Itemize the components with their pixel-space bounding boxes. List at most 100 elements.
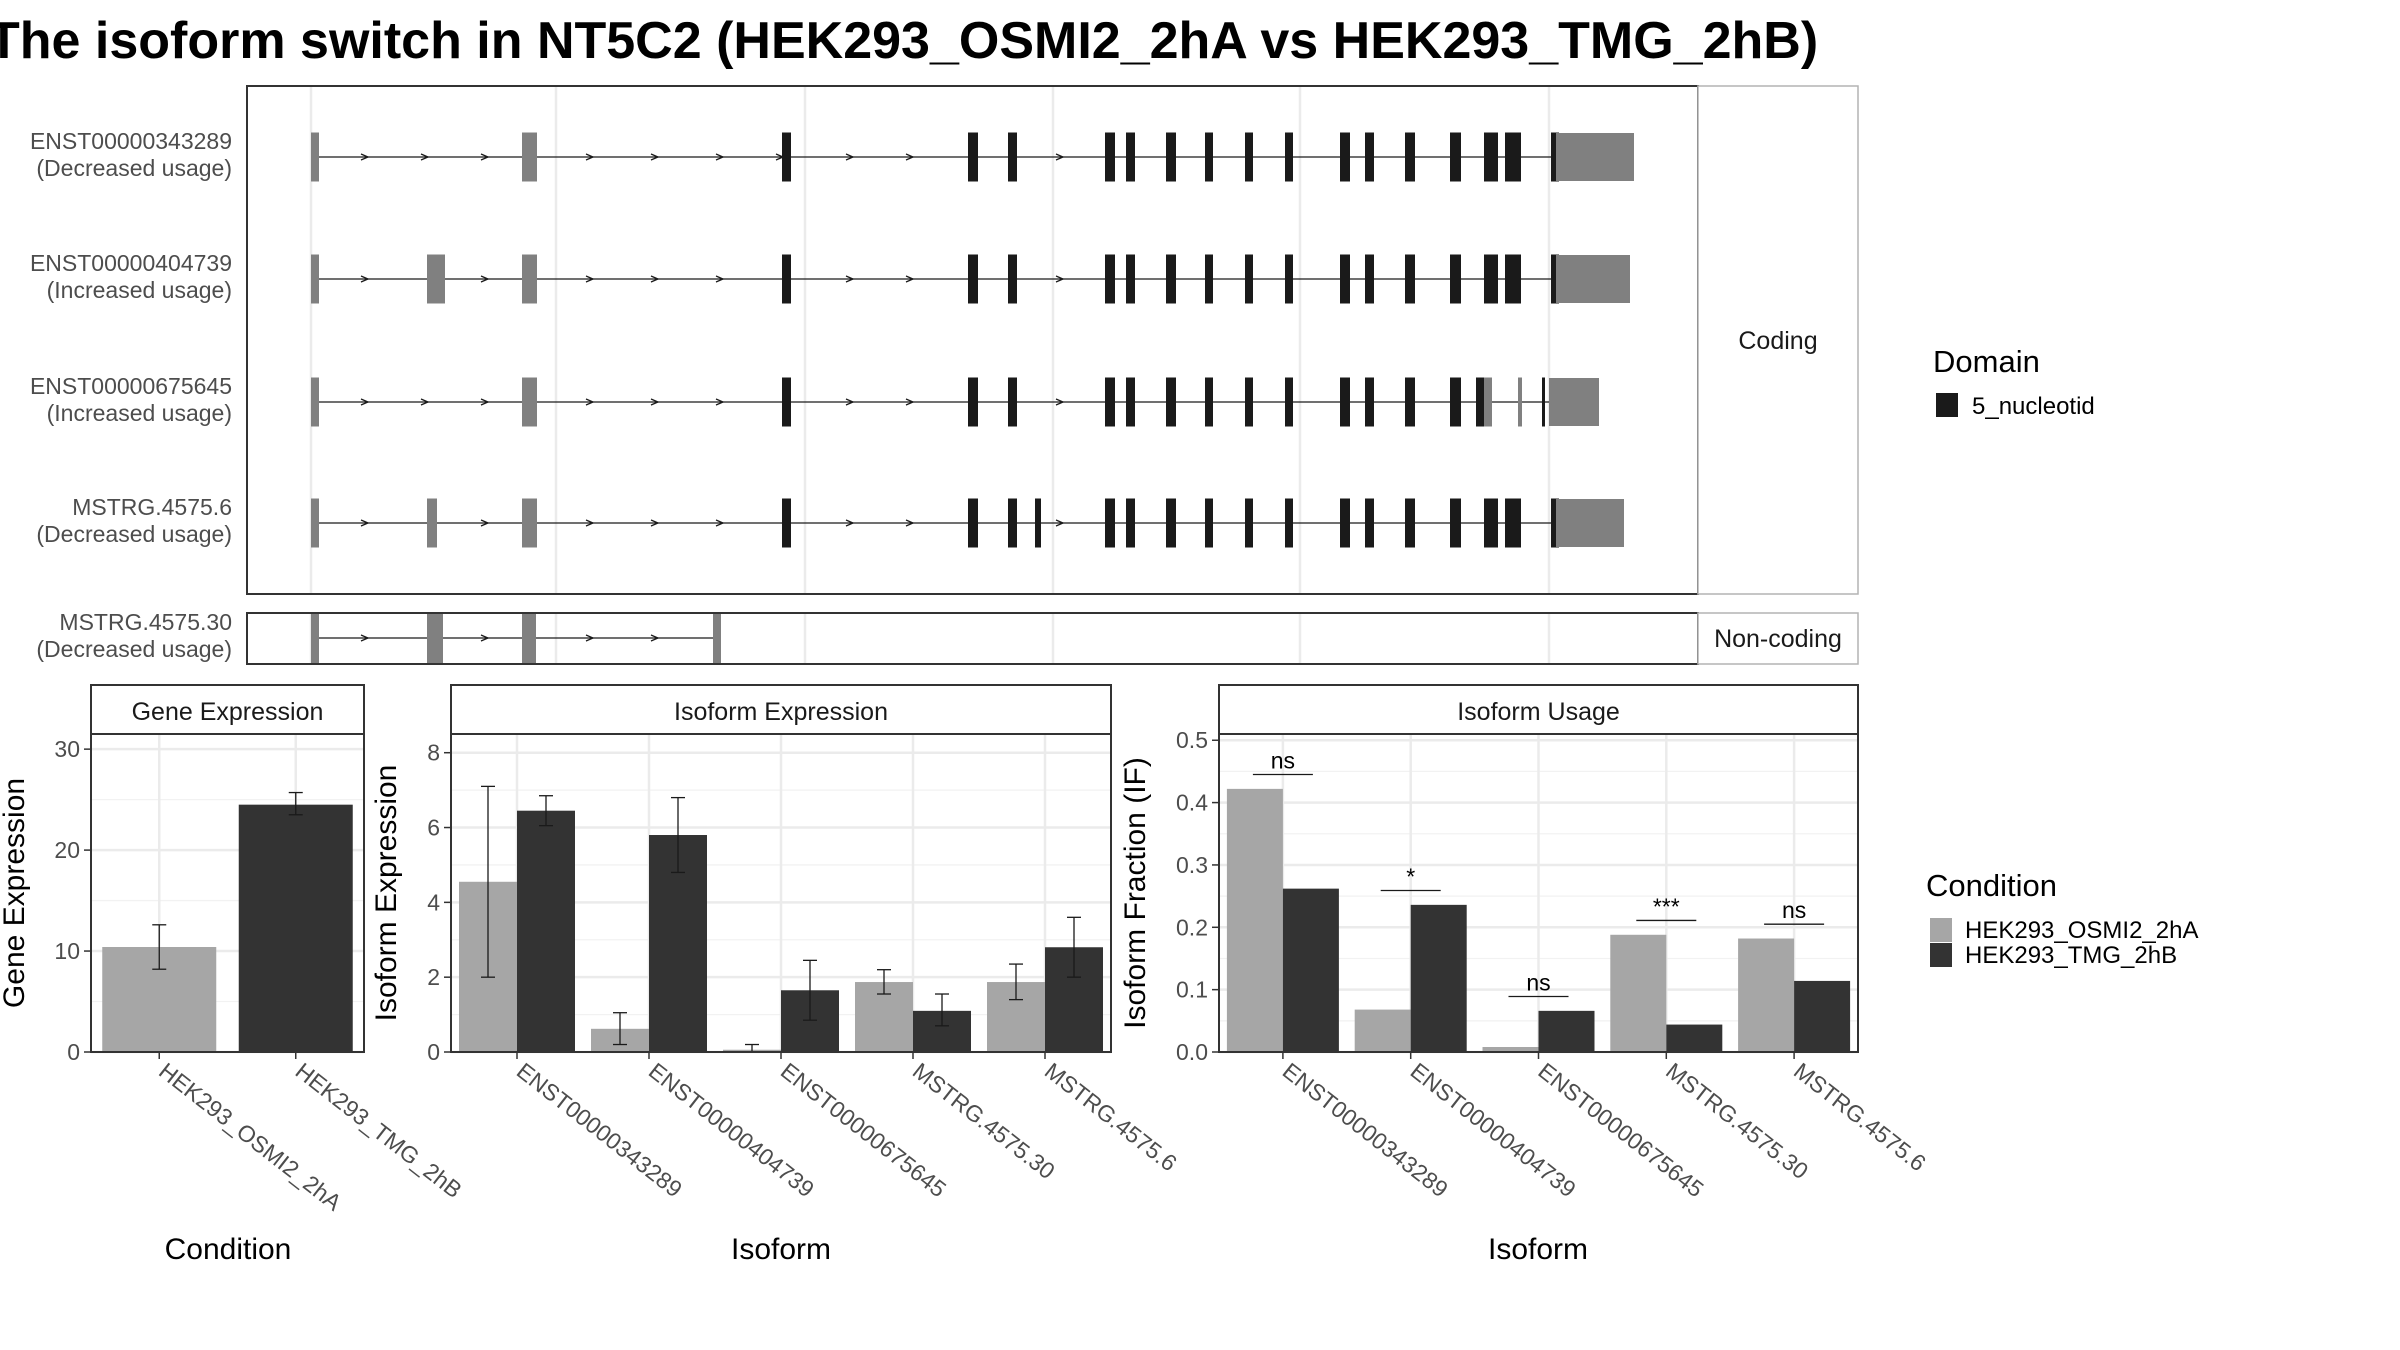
panel-2-ytick-label: 2: [427, 964, 440, 990]
transcript-enst00000404739-domain-exon: [1405, 254, 1415, 304]
transcript-mstrg-4575-6-domain-exon: [1105, 498, 1115, 548]
transcript-mstrg-4575-6-domain-exon: [1126, 498, 1135, 548]
transcript-enst00000343289-domain-exon: [1551, 132, 1559, 182]
transcript-mstrg-4575-6-domain-exon: [1008, 498, 1017, 548]
transcript-enst00000404739-direction-arrow: [360, 275, 370, 283]
panel-2-y-axis-title: Isoform Expression: [370, 765, 403, 1022]
transcript-enst00000343289-domain-exon: [1405, 132, 1415, 182]
transcript-mstrg-4575-6-direction-arrow: [905, 519, 915, 527]
transcript-enst00000343289-domain-exon: [1205, 132, 1213, 182]
transcript-mstrg-4575-6-3utr-exon: [1556, 499, 1624, 547]
panel-3-bar-osmi: [1482, 1047, 1539, 1052]
transcript-enst00000675645-3utr-exon: [1549, 378, 1599, 426]
transcript-enst00000404739-domain-exon: [1551, 254, 1559, 304]
noncoding-strip: [1697, 612, 1859, 665]
transcript-enst00000404739-domain-exon: [1126, 254, 1135, 304]
transcript-enst00000675645-utr-exon: [522, 377, 530, 427]
transcript-enst00000343289-direction-arrow: [650, 153, 660, 161]
transcript-enst00000343289-direction-arrow: [360, 153, 370, 161]
noncoding-strip-label: Non-coding: [1714, 625, 1842, 653]
transcript-mstrg-4575-6-domain-exon: [1285, 498, 1293, 548]
panel-2-strip-title: Isoform Expression: [674, 698, 888, 726]
transcript-enst00000404739-direction-arrow: [480, 275, 490, 283]
transcript-enst00000404739-3utr-exon: [1556, 255, 1630, 303]
transcript-enst00000404739-utr-exon: [528, 254, 537, 304]
transcript-enst00000404739-domain-exon: [1166, 254, 1176, 304]
transcript-enst00000675645-domain-exon: [1340, 377, 1350, 427]
panel-3-bar-osmi: [1226, 788, 1283, 1052]
transcript-enst00000343289-utr-exon: [528, 132, 537, 182]
panel-3-ytick-label: 0.5: [1176, 727, 1208, 753]
transcript-mstrg-4575-6-usage-label: (Decreased usage): [36, 521, 232, 547]
transcript-enst00000343289-domain-exon: [1105, 132, 1115, 182]
transcript-enst00000675645-direction-arrow: [905, 398, 915, 406]
transcript-enst00000675645-id-label: ENST00000675645: [30, 373, 232, 399]
transcript-enst00000675645-direction-arrow: [360, 398, 370, 406]
panel-2-bar-tmg: [517, 810, 575, 1052]
panel-3-y-axis-title: Isoform Fraction (IF): [1119, 757, 1152, 1029]
panel-3-bar-osmi: [1354, 1009, 1411, 1052]
transcript-mstrg-4575-30-direction-arrow: [480, 634, 490, 642]
transcript-enst00000675645-domain-exon: [1126, 377, 1135, 427]
transcript-enst00000675645-direction-arrow: [420, 398, 430, 406]
transcript-enst00000343289-domain-exon: [1340, 132, 1350, 182]
transcript-structure-plot: ENST00000343289(Decreased usage)ENST0000…: [30, 85, 1859, 665]
panel-1-strip-title: Gene Expression: [132, 698, 324, 726]
transcript-mstrg-4575-6-domain-exon: [1340, 498, 1350, 548]
transcript-enst00000675645-utr-exon: [528, 377, 537, 427]
transcript-mstrg-4575-6-direction-arrow: [480, 519, 490, 527]
transcript-enst00000404739-domain-exon: [1340, 254, 1350, 304]
transcript-enst00000675645-domain-exon: [1365, 377, 1374, 427]
transcript-enst00000343289-direction-arrow: [905, 153, 915, 161]
panel-1-bar: [238, 804, 353, 1052]
transcript-enst00000404739-domain-exon: [1365, 254, 1374, 304]
transcript-enst00000675645-domain-exon: [782, 377, 791, 427]
transcript-enst00000404739-utr-exon: [427, 254, 445, 304]
panel-3-ytick-label: 0.2: [1176, 914, 1208, 940]
transcript-mstrg-4575-30-exon: [522, 613, 536, 664]
transcript-enst00000343289-domain-exon: [1365, 132, 1374, 182]
transcript-enst00000343289-utr-exon: [522, 132, 530, 182]
transcript-enst00000675645-domain-exon: [1166, 377, 1176, 427]
transcript-enst00000675645-domain-exon: [1542, 377, 1545, 427]
transcript-enst00000675645-domain-exon: [1405, 377, 1415, 427]
panel-2-strip: [450, 684, 1112, 735]
transcript-mstrg-4575-6-domain-exon: [1484, 498, 1498, 548]
panel-2-x-axis-title: Isoform: [731, 1233, 831, 1266]
coding-strip: [1697, 85, 1859, 595]
panel-3-bar-tmg: [1410, 904, 1467, 1052]
transcript-mstrg-4575-6-direction-arrow: [585, 519, 595, 527]
transcript-mstrg-4575-30-direction-arrow: [650, 634, 660, 642]
panel-3-bar-tmg: [1538, 1010, 1595, 1052]
transcript-enst00000404739-utr-exon: [522, 254, 530, 304]
transcript-mstrg-4575-6-utr-exon: [522, 498, 530, 548]
domain-legend-label: 5_nucleotid: [1972, 393, 2095, 420]
panel-3-bar-osmi: [1738, 938, 1795, 1052]
transcript-enst00000404739-direction-arrow: [715, 275, 725, 283]
transcript-enst00000343289-domain-exon: [1285, 132, 1293, 182]
panel-3-ytick-label: 0.4: [1176, 790, 1208, 816]
transcript-enst00000404739-domain-exon: [782, 254, 791, 304]
transcript-enst00000675645-direction-arrow: [585, 398, 595, 406]
domain-legend-key: [1936, 393, 1958, 417]
transcript-enst00000404739-usage-label: (Increased usage): [47, 277, 232, 303]
transcript-mstrg-4575-6-id-label: MSTRG.4575.6: [72, 494, 232, 520]
panel-1-ytick-label: 10: [54, 938, 80, 964]
transcript-enst00000675645-direction-arrow: [1055, 398, 1065, 406]
panel-3-significance-label: *: [1406, 864, 1415, 890]
transcript-enst00000404739-direction-arrow: [585, 275, 595, 283]
condition-legend-key: [1930, 918, 1952, 942]
transcript-enst00000343289-domain-exon: [1484, 132, 1498, 182]
transcript-enst00000343289-domain-exon: [782, 132, 791, 182]
transcript-enst00000675645-utr-exon: [1518, 377, 1522, 427]
transcript-mstrg-4575-6-domain-exon: [968, 498, 978, 548]
transcript-mstrg-4575-30-exon: [713, 613, 721, 664]
transcript-enst00000675645-direction-arrow: [650, 398, 660, 406]
panel-3-bar-tmg: [1666, 1024, 1723, 1052]
panel-3-significance-label: ns: [1271, 748, 1295, 774]
transcript-enst00000675645-domain-exon: [1008, 377, 1017, 427]
transcript-mstrg-4575-30-exon: [427, 613, 443, 664]
panel-2-ytick-label: 6: [427, 815, 440, 841]
transcript-enst00000404739-domain-exon: [1245, 254, 1253, 304]
